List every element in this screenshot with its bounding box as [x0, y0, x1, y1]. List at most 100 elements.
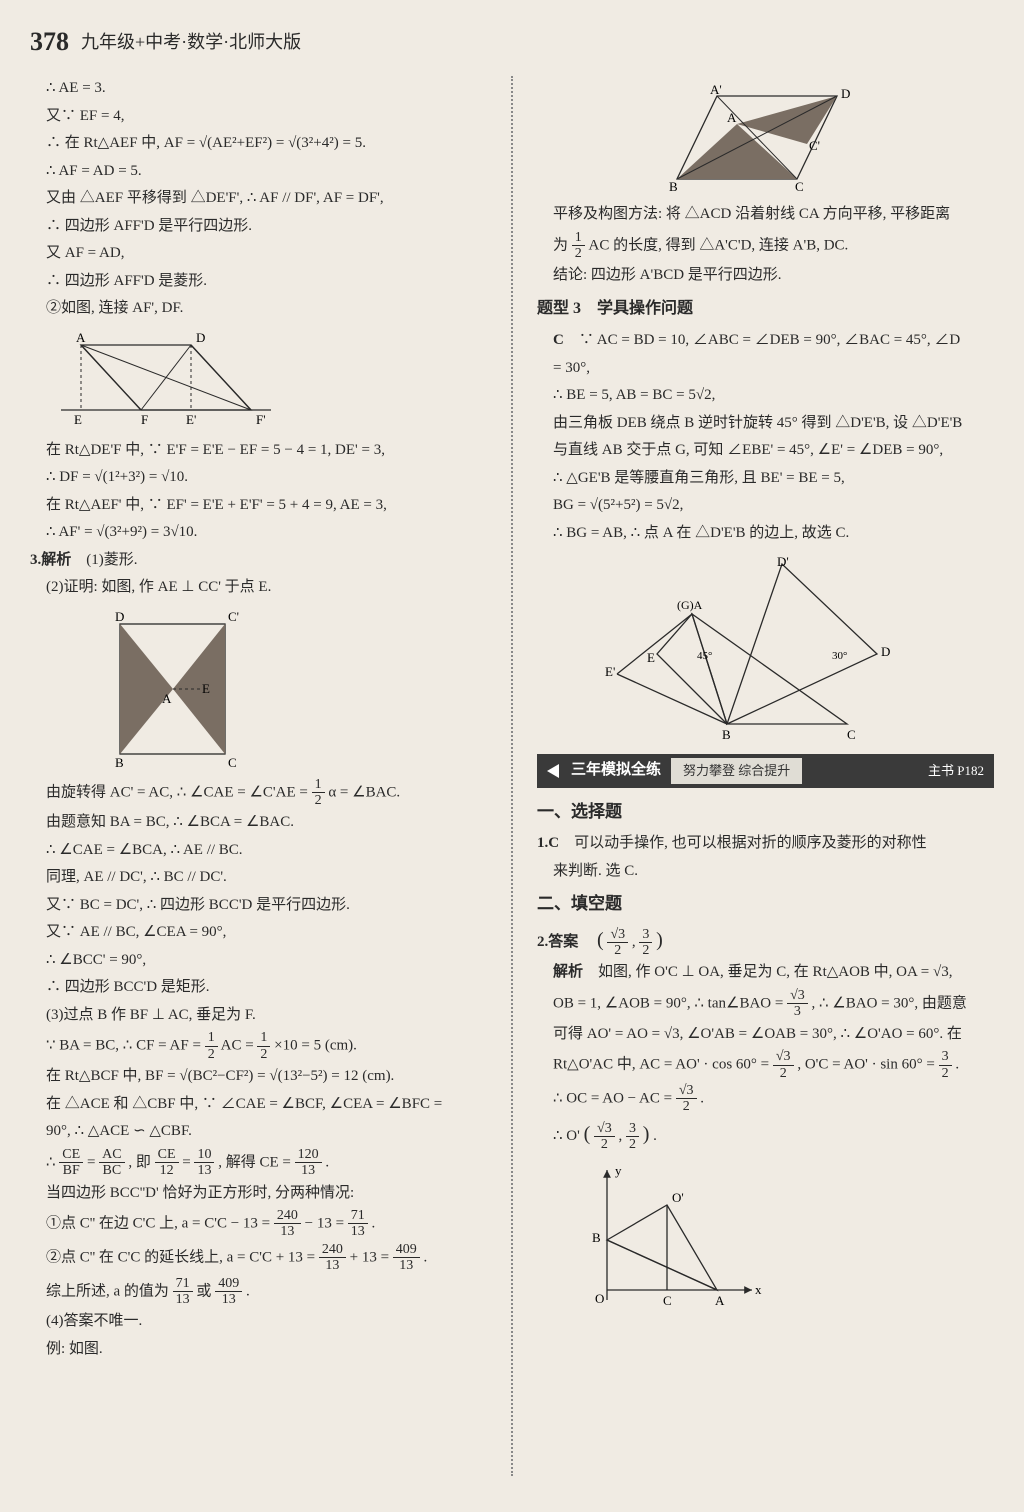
text-line: 同理, AE // DC', ∴ BC // DC'. — [30, 865, 487, 891]
svg-text:A: A — [76, 330, 86, 345]
text-line: 解析 如图, 作 O'C ⊥ OA, 垂足为 C, 在 Rt△AOB 中, OA… — [537, 960, 994, 986]
text-line: 为 12 AC 的长度, 得到 △A'C'D, 连接 A'B, DC. — [537, 230, 994, 262]
svg-text:E': E' — [186, 412, 196, 427]
svg-text:D: D — [196, 330, 205, 345]
text-line: 在 Rt△AEF' 中, ∵ EF' = E'E + E'F' = 5 + 4 … — [30, 493, 487, 519]
text-line: ∴ CEBF = ACBC , 即 CE12 = 1013 , 解得 CE = … — [30, 1147, 487, 1179]
banner-sub: 努力攀登 综合提升 — [671, 758, 802, 784]
text-line: ∴ ∠CAE = ∠BCA, ∴ AE // BC. — [30, 838, 487, 864]
text-line: 当四边形 BCC''D' 恰好为正方形时, 分两种情况: — [30, 1181, 487, 1207]
page-header: 378 九年级+中考·数学·北师大版 — [30, 20, 994, 64]
text-line: 例: 如图. — [30, 1337, 487, 1363]
svg-text:B: B — [669, 179, 678, 194]
svg-text:C: C — [847, 727, 856, 742]
svg-text:C: C — [663, 1293, 672, 1308]
figure-coordinate-plot: y O' B O C A x — [567, 1160, 994, 1320]
svg-text:A: A — [715, 1293, 725, 1308]
right-column: A' D A C' B C 平移及构图方法: 将 △ACD 沿着射线 CA 方向… — [537, 76, 994, 1476]
svg-text:E: E — [647, 650, 655, 665]
text-line: ∴ DF = √(1²+3²) = √10. — [30, 465, 487, 491]
svg-text:B: B — [115, 755, 124, 769]
text-line: 与直线 AB 交于点 G, 可知 ∠EBE' = 45°, ∠E' = ∠DEB… — [537, 438, 994, 464]
problem-label: 3.解析 (1)菱形. — [30, 548, 487, 574]
svg-text:A': A' — [710, 84, 722, 97]
text-line: BG = √(5²+5²) = 5√2, — [537, 493, 994, 519]
text-line: (3)过点 B 作 BF ⊥ AC, 垂足为 F. — [30, 1003, 487, 1029]
svg-text:F: F — [141, 412, 148, 427]
text-line: ∴ BG = AB, ∴ 点 A 在 △D'E'B 的边上, 故选 C. — [537, 521, 994, 547]
text-line: = 30°, — [537, 356, 994, 382]
svg-text:A: A — [727, 110, 737, 125]
text-line: 又∵ AE // BC, ∠CEA = 90°, — [30, 920, 487, 946]
figure-parallelogram-translation: A' D A C' B C — [647, 84, 994, 194]
svg-text:B: B — [722, 727, 731, 742]
svg-text:45°: 45° — [697, 650, 712, 662]
text-line: 90°, ∴ △ACE ∽ △CBF. — [30, 1119, 487, 1145]
svg-text:D: D — [881, 644, 890, 659]
banner-page-ref: 主书 P182 — [928, 760, 984, 782]
page-number: 378 — [30, 20, 69, 64]
text-line: 结论: 四边形 A'BCD 是平行四边形. — [537, 263, 994, 289]
svg-text:y: y — [615, 1163, 622, 1178]
section-title: 题型 3 学具操作问题 — [537, 295, 994, 322]
text-line: 来判断. 选 C. — [537, 859, 994, 885]
text-line: ∴ OC = AO − AC = √32 . — [537, 1083, 994, 1115]
heading-choice: 一、选择题 — [537, 798, 994, 827]
text-line: ∴ 四边形 AFF'D 是平行四边形. — [30, 214, 487, 240]
text-line: 在 △ACE 和 △CBF 中, ∵ ∠CAE = ∠BCF, ∠CEA = ∠… — [30, 1092, 487, 1118]
pencil-icon — [547, 764, 559, 778]
svg-text:F': F' — [256, 412, 266, 427]
text-line: OB = 1, ∠AOB = 90°, ∴ tan∠BAO = √33 , ∴ … — [537, 988, 994, 1020]
text-line: C ∵ AC = BD = 10, ∠ABC = ∠DEB = 90°, ∠BA… — [537, 328, 994, 354]
text-line: Rt△O'AC 中, AC = AO' · cos 60° = √32 , O'… — [537, 1049, 994, 1081]
text-line: ∴ BE = 5, AB = BC = 5√2, — [537, 383, 994, 409]
text-line: ∴ 在 Rt△AEF 中, AF = √(AE²+EF²) = √(3²+4²)… — [30, 131, 487, 157]
figure-square-rotation: D C' A E B C — [90, 609, 487, 769]
question-line: 1.C 可以动手操作, 也可以根据对折的顺序及菱形的对称性 — [537, 831, 994, 857]
banner-main: 三年模拟全练 — [571, 758, 661, 784]
answer-line: 2.答案 ( √32 , 32 ) — [537, 923, 994, 958]
svg-text:C: C — [228, 755, 237, 769]
text-line: 平移及构图方法: 将 △ACD 沿着射线 CA 方向平移, 平移距离 — [537, 202, 994, 228]
svg-text:D': D' — [777, 554, 789, 569]
text-line: ②如图, 连接 AF', DF. — [30, 296, 487, 322]
text-line: ∴ O' ( √32 , 32 ) . — [537, 1117, 994, 1152]
svg-text:C': C' — [228, 609, 239, 624]
text-line: ∴ 四边形 AFF'D 是菱形. — [30, 269, 487, 295]
svg-text:O: O — [595, 1291, 604, 1306]
left-column: ∴ AE = 3. 又∵ EF = 4, ∴ 在 Rt△AEF 中, AF = … — [30, 76, 487, 1476]
heading-fill: 二、填空题 — [537, 890, 994, 919]
svg-text:30°: 30° — [832, 650, 847, 662]
text-line: ①点 C'' 在边 C'C 上, a = C'C − 13 = 24013 − … — [30, 1208, 487, 1240]
text-line: 在 Rt△BCF 中, BF = √(BC²−CF²) = √(13²−5²) … — [30, 1064, 487, 1090]
text-line: ②点 C'' 在 C'C 的延长线上, a = C'C + 13 = 24013… — [30, 1242, 487, 1274]
svg-text:D: D — [115, 609, 124, 624]
text-line: ∵ BA = BC, ∴ CF = AF = 12 AC = 12 ×10 = … — [30, 1030, 487, 1062]
text-line: 由旋转得 AC' = AC, ∴ ∠CAE = ∠C'AE = 12 α = ∠… — [30, 777, 487, 809]
svg-text:O': O' — [672, 1190, 684, 1205]
svg-text:B: B — [592, 1230, 601, 1245]
column-divider — [511, 76, 513, 1476]
svg-text:x: x — [755, 1282, 762, 1297]
two-column-layout: ∴ AE = 3. 又∵ EF = 4, ∴ 在 Rt△AEF 中, AF = … — [30, 76, 994, 1476]
text-line: ∴ 四边形 BCC'D 是矩形. — [30, 975, 487, 1001]
header-title: 九年级+中考·数学·北师大版 — [81, 27, 301, 58]
text-line: 由题意知 BA = BC, ∴ ∠BCA = ∠BAC. — [30, 810, 487, 836]
svg-text:C: C — [795, 179, 804, 194]
figure-parallelogram-aeff: A D E F E' F' — [46, 330, 487, 430]
section-banner: 三年模拟全练 努力攀登 综合提升 主书 P182 — [537, 754, 994, 788]
text-line: 又 AF = AD, — [30, 241, 487, 267]
text-line: 又由 △AEF 平移得到 △DE'F', ∴ AF // DF', AF = D… — [30, 186, 487, 212]
text-line: 在 Rt△DE'F 中, ∵ E'F = E'E − EF = 5 − 4 = … — [30, 438, 487, 464]
svg-text:A: A — [162, 691, 172, 706]
svg-text:E': E' — [605, 664, 615, 679]
text-line: 又∵ EF = 4, — [30, 104, 487, 130]
text-line: 可得 AO' = AO = √3, ∠O'AB = ∠OAB = 30°, ∴ … — [537, 1022, 994, 1048]
svg-text:E: E — [202, 681, 210, 696]
text-line: ∴ AE = 3. — [30, 76, 487, 102]
svg-text:E: E — [74, 412, 82, 427]
svg-text:D: D — [841, 86, 850, 101]
text-line: ∴ AF = AD = 5. — [30, 159, 487, 185]
text-line: (2)证明: 如图, 作 AE ⊥ CC' 于点 E. — [30, 575, 487, 601]
text-line: (4)答案不唯一. — [30, 1309, 487, 1335]
